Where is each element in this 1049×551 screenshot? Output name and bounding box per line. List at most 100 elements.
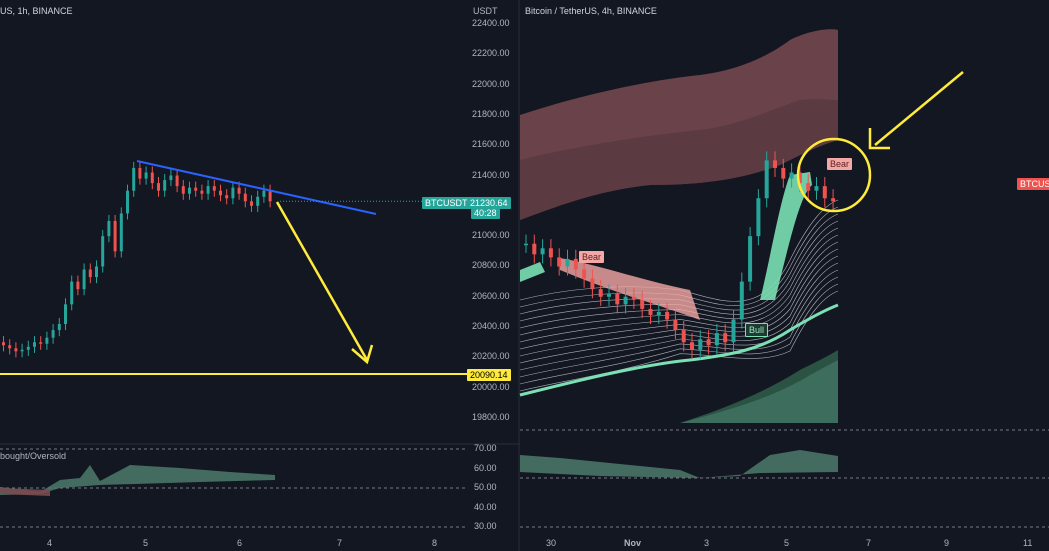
candle-body (540, 248, 545, 255)
candle-body (57, 324, 61, 331)
candle-body (33, 342, 36, 347)
candle-body (212, 186, 216, 191)
candle-body (690, 342, 694, 350)
candle-body (39, 342, 43, 344)
symbol-tag: BTCUSDT (422, 197, 471, 209)
candle-body (789, 172, 794, 179)
candle-body (95, 266, 98, 278)
candle-body (225, 195, 229, 199)
osc-area-left (0, 465, 275, 495)
pointer-arrowhead (868, 128, 890, 150)
candle-body (45, 337, 49, 344)
candle-body (113, 221, 117, 252)
candle-body (714, 333, 719, 346)
x-tick-left: 7 (337, 538, 343, 548)
oscillator-tick: 70.00 (474, 443, 497, 453)
ribbon-line (519, 234, 839, 336)
candle-body (268, 190, 272, 202)
candle-body (665, 311, 670, 320)
ribbon-line (519, 220, 839, 322)
bear-label-circled: Bear (827, 158, 853, 170)
candle-body (20, 349, 24, 352)
candle-body (814, 186, 819, 191)
candle-body (598, 289, 603, 297)
candle-body (698, 339, 703, 350)
candle-body (250, 201, 253, 206)
candle-body (739, 281, 744, 320)
highlight-circle (796, 137, 872, 213)
last-price-tag: 21230.64 (467, 197, 511, 209)
lower-band-inner (680, 360, 838, 423)
candle-body (548, 248, 553, 258)
ribbon-line (519, 262, 839, 364)
x-tick-right: Nov (624, 538, 642, 548)
candle-body (188, 187, 191, 194)
ribbon-line (519, 227, 839, 329)
x-tick-right: 9 (944, 538, 950, 548)
candle-body (82, 269, 86, 290)
ribbon-line (519, 213, 839, 315)
candle-body (262, 190, 266, 197)
left-pane-title: US, 1h, BINANCE (0, 6, 73, 16)
candle-body (573, 258, 578, 270)
candle-body (219, 190, 222, 196)
x-tick-left: 4 (47, 538, 53, 548)
x-tick-left: 6 (237, 538, 243, 548)
ribbon-base-line (519, 303, 839, 397)
osc-area-left-red (0, 488, 50, 496)
candle-body (175, 175, 179, 187)
candle-body (132, 167, 136, 191)
x-tick-left: 5 (143, 538, 149, 548)
price-tick: 21000.00 (472, 230, 510, 241)
candle-body (524, 243, 528, 246)
ribbon-line (519, 283, 839, 385)
candle-body (623, 296, 628, 305)
candle-body (615, 293, 620, 305)
x-tick-right: 5 (784, 538, 790, 548)
candle-body (256, 196, 260, 206)
candle-body (748, 236, 753, 282)
oscillator-label: bought/Oversold (0, 451, 67, 461)
price-tick: 20200.00 (472, 351, 510, 362)
bear-label: Bear (579, 251, 605, 263)
candle-body (157, 183, 160, 191)
price-tick: 20800.00 (472, 260, 510, 271)
projection-arrowhead (351, 344, 374, 365)
oscillator-tick: 60.00 (474, 462, 497, 473)
candle-body (206, 186, 210, 194)
candle-body (557, 257, 562, 267)
candle-body (169, 175, 173, 181)
candle-body (648, 308, 653, 315)
ribbon-line (519, 269, 839, 371)
candle-body (200, 190, 204, 194)
candle-body (565, 258, 570, 267)
bull-label: Bull (745, 323, 769, 337)
candle-body (138, 167, 142, 179)
right-pane-title: Bitcoin / TetherUS, 4h, BINANCE (525, 6, 657, 16)
candle-body (144, 172, 148, 179)
price-tick: 22400.00 (472, 18, 510, 28)
edge-tag: BTCUSI (1017, 178, 1049, 190)
candle-body (243, 193, 247, 202)
x-tick-right: 11 (1023, 538, 1033, 548)
bull-ribbon-fill (760, 172, 812, 300)
ribbon-line (519, 241, 839, 343)
candle-body (76, 281, 80, 290)
candle-body (831, 198, 836, 202)
candle-body (70, 281, 74, 305)
ribbon-line (519, 276, 839, 378)
candle-body (119, 213, 123, 252)
candle-body (656, 311, 661, 315)
candle-body (706, 339, 711, 346)
price-tick: 21800.00 (472, 108, 510, 119)
candle-body (756, 198, 761, 237)
candle-body (163, 180, 167, 191)
candle-body (640, 299, 645, 309)
support-level-tag: 20090.14 (467, 369, 511, 381)
price-tick: 20400.00 (472, 321, 510, 332)
price-tick: 22000.00 (472, 78, 510, 89)
candle-body (773, 160, 777, 168)
oscillator-tick: 30.00 (474, 521, 497, 531)
ribbon-line (519, 255, 839, 357)
